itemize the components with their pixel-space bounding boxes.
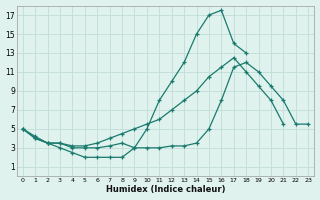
X-axis label: Humidex (Indice chaleur): Humidex (Indice chaleur) <box>106 185 225 194</box>
